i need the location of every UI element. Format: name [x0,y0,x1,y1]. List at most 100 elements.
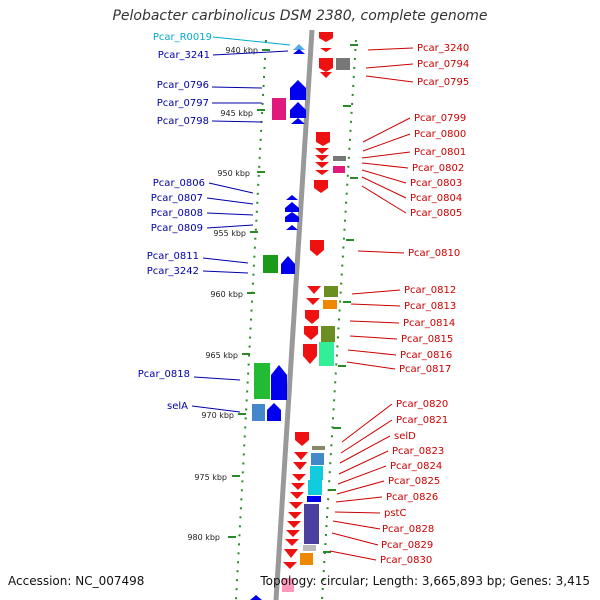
gene-label[interactable]: Pcar_0803 [410,178,462,189]
gene-arrow [267,403,281,421]
gene-label[interactable]: selD [394,431,416,442]
gene-label[interactable]: Pcar_0800 [414,129,466,140]
kbp-label: 970 kbp [201,411,234,420]
gene-label[interactable]: Pcar_0813 [404,301,456,312]
gene-arrow [291,483,305,490]
gene-label[interactable]: Pcar_0824 [390,461,442,472]
kbp-label: 965 kbp [205,351,238,360]
gene-block [307,496,321,502]
gene-label[interactable]: Pcar_0830 [380,555,432,566]
gene-block [303,545,316,551]
gene-arrow [320,72,332,78]
gene-label[interactable]: Pcar_3240 [417,43,469,54]
kbp-label: 975 kbp [194,473,227,482]
gene-label[interactable]: Pcar_0825 [388,476,440,487]
gene-label[interactable]: Pcar_0809 [151,223,203,234]
gene-label[interactable]: Pcar_0826 [386,492,438,503]
gene-label[interactable]: Pcar_0815 [401,334,453,345]
gene-arrow [310,240,324,256]
genome-summary: Topology: circular; Length: 3,665,893 bp… [260,574,590,588]
gene-label[interactable]: Pcar_0808 [151,208,203,219]
gene-block [324,286,338,297]
map-title: Pelobacter carbinolicus DSM 2380, comple… [112,8,488,24]
gene-block [312,446,325,450]
gene-label[interactable]: Pcar_0829 [381,540,433,551]
gene-block [333,156,346,161]
gene-block [323,300,337,309]
gene-arrow [307,286,321,294]
gene-arrow [314,180,328,193]
gene-arrow [319,58,333,72]
gene-block [319,342,334,366]
gene-label[interactable]: Pcar_0795 [417,77,469,88]
gene-label[interactable]: Pcar_0805 [410,208,462,219]
gene-label[interactable]: Pcar_0823 [392,446,444,457]
right-leader-lines [329,47,414,561]
gene-label[interactable]: Pcar_0794 [417,59,469,70]
gene-label[interactable]: Pcar_0801 [414,147,466,158]
gene-label[interactable]: selA [167,401,188,412]
gene-arrow [290,80,306,100]
gene-block [333,166,345,173]
gene-arrow [292,474,306,481]
gene-arrow [304,326,318,340]
gene-label[interactable]: Pcar_0797 [157,98,209,109]
gene-label[interactable]: Pcar_0796 [157,80,209,91]
gene-arrow [285,539,299,546]
gene-arrow [293,44,305,50]
gene-arrow [283,562,297,569]
gene-label[interactable]: Pcar_0798 [157,116,209,127]
gene-block [321,326,335,342]
kbp-label: 955 kbp [213,229,246,238]
gene-label[interactable]: Pcar_0812 [404,285,456,296]
gene-arrow [285,212,299,222]
gene-arrow [288,512,302,519]
gene-label[interactable]: Pcar_0818 [138,369,190,380]
gene-label[interactable]: pstC [384,508,406,519]
accession-text: Accession: NC_007498 [8,574,145,588]
kbp-label: 980 kbp [187,533,220,542]
right-scale-guide [321,39,357,600]
gene-arrow [286,195,298,200]
gene-arrow [305,310,319,324]
gene-arrow [306,298,320,305]
right-strand-genes [282,32,350,592]
gene-arrow [294,452,308,460]
gene-label[interactable]: Pcar_0814 [403,318,455,329]
kbp-label: 960 kbp [210,290,243,299]
gene-arrow [315,162,329,168]
gene-label[interactable]: Pcar_0817 [399,364,451,375]
gene-label[interactable]: Pcar_0828 [382,524,434,535]
gene-arrow [284,549,298,558]
gene-arrow [286,225,298,230]
gene-label[interactable]: Pcar_3241 [158,50,210,61]
gene-arrow [295,432,309,446]
gene-arrow [285,202,299,212]
gene-block [252,404,265,421]
gene-label[interactable]: Pcar_0806 [153,178,205,189]
gene-label[interactable]: Pcar_R0019 [153,32,212,43]
gene-block [310,466,323,480]
gene-label[interactable]: Pcar_0804 [410,193,462,204]
gene-block [304,504,319,544]
gene-arrow [319,32,333,42]
gene-block [272,98,286,120]
gene-arrow [303,344,317,364]
left-scale-guide [235,39,267,600]
gene-label[interactable]: Pcar_0807 [151,193,203,204]
gene-arrow [289,502,303,509]
gene-label[interactable]: Pcar_0802 [412,163,464,174]
gene-label[interactable]: Pcar_0821 [396,415,448,426]
gene-label[interactable]: Pcar_0810 [408,248,460,259]
gene-label[interactable]: Pcar_0811 [147,251,199,262]
kbp-label: 950 kbp [217,169,250,178]
gene-label[interactable]: Pcar_0799 [414,113,466,124]
gene-label[interactable]: Pcar_3242 [147,266,199,277]
gene-block [308,480,322,495]
gene-arrow [250,595,262,600]
left-strand-genes [250,44,306,600]
gene-arrow [271,365,287,400]
gene-label[interactable]: Pcar_0820 [396,399,448,410]
gene-label[interactable]: Pcar_0816 [400,350,452,361]
gene-arrow [315,170,329,175]
